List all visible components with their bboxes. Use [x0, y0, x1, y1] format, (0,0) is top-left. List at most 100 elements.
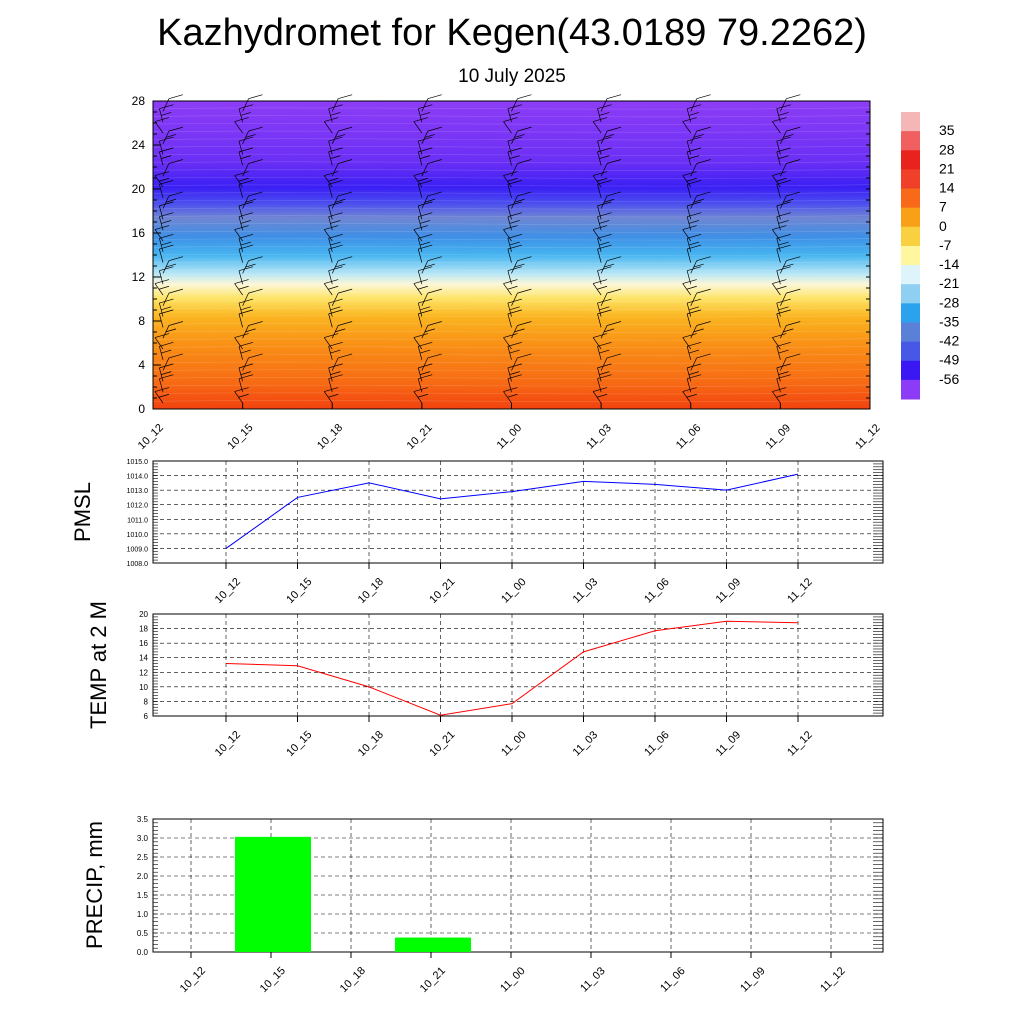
- contour-line: [152, 284, 871, 287]
- wind-barb: [242, 159, 263, 177]
- contour-line: [152, 369, 871, 372]
- x-tick-label: 11_09: [738, 965, 768, 995]
- contour-line: [152, 176, 871, 179]
- contour-line: [152, 169, 871, 172]
- contour-line: [152, 230, 871, 233]
- wind-barb: [686, 363, 702, 382]
- wind-barb: [242, 191, 263, 209]
- wind-barb: [238, 104, 254, 123]
- wind-barb: [328, 233, 343, 252]
- colorbar-label: 0: [939, 218, 947, 234]
- wind-barb: [328, 147, 343, 166]
- y-axis-label: PRECIP, mm: [82, 821, 107, 949]
- colorbar-label: -56: [939, 371, 959, 387]
- wind-barb: [686, 298, 702, 317]
- wind-barb: [776, 298, 791, 317]
- x-tick-label: 10_12: [178, 965, 208, 995]
- contour-line: [152, 138, 871, 141]
- wind-barb: [413, 171, 428, 188]
- colorbar-swatch: [901, 322, 920, 343]
- x-tick-label: 11_03: [578, 965, 608, 995]
- contour-line: [152, 376, 871, 379]
- wind-barb: [417, 266, 433, 285]
- wind-barb: [421, 191, 442, 209]
- y-tick-label: 24: [132, 138, 146, 152]
- wind-barb: [417, 201, 433, 220]
- wind-barb: [507, 309, 522, 328]
- x-tick-label: 10_15: [225, 422, 255, 452]
- wind-barb: [417, 374, 433, 393]
- y-tick-label: 1011.0: [127, 517, 148, 524]
- y-tick-label: 16: [139, 639, 148, 648]
- wind-barb: [503, 333, 518, 350]
- colorbar-label: 14: [939, 180, 955, 196]
- wind-barb: [417, 244, 433, 263]
- colorbar-label: 21: [939, 160, 955, 176]
- y-tick-label: 2.0: [137, 872, 149, 881]
- wind-barb: [776, 104, 791, 123]
- wind-barb: [511, 159, 532, 177]
- colorbar-swatch: [901, 379, 920, 400]
- wind-barb: [421, 94, 442, 112]
- wind-barb: [417, 212, 433, 231]
- panel-frame: [152, 818, 884, 953]
- wind-barb: [328, 179, 343, 198]
- wind-barb: [597, 201, 612, 220]
- wind-barb: [421, 126, 442, 144]
- colorbar-swatch: [901, 265, 920, 285]
- wind-barb: [328, 298, 343, 317]
- wind-barb: [597, 266, 612, 285]
- wind-barb: [421, 288, 442, 306]
- contour-line: [152, 269, 871, 272]
- wind-barb: [328, 212, 343, 231]
- wind-barb: [328, 104, 343, 123]
- wind-barb: [600, 321, 622, 339]
- wind-barb: [238, 147, 254, 166]
- wind-barb: [511, 321, 532, 339]
- y-tick-label: 0.0: [137, 948, 149, 957]
- wind-barb: [597, 147, 612, 166]
- wind-barb: [159, 298, 174, 317]
- wind-barb: [238, 212, 254, 231]
- x-tick-label: 10_18: [338, 965, 368, 995]
- wind-barb: [238, 136, 254, 155]
- x-tick-label: 10_15: [284, 576, 314, 606]
- wind-barb: [238, 363, 254, 382]
- wind-barb: [421, 256, 442, 274]
- wind-barb: [162, 126, 184, 144]
- wind-barb: [592, 171, 608, 188]
- x-tick-label: 11_12: [853, 422, 883, 452]
- precip-bar: [235, 836, 311, 952]
- x-tick-label: 10_12: [213, 576, 243, 606]
- wind-barb: [507, 266, 522, 285]
- wind-barb: [690, 126, 711, 144]
- precip-bar: [395, 937, 471, 952]
- wind-barb: [597, 341, 612, 360]
- y-tick-label: 20: [132, 182, 146, 196]
- y-tick-label: 28: [132, 94, 146, 108]
- contour-line: [152, 384, 871, 387]
- wind-barb: [507, 298, 522, 317]
- wind-barb: [154, 333, 170, 350]
- wind-barb: [600, 126, 622, 144]
- y-axis-label: PMSL: [70, 482, 95, 542]
- colorbar-label: -28: [939, 294, 959, 310]
- wind-barb: [238, 179, 254, 198]
- y-tick-label: 1014.0: [127, 474, 149, 481]
- x-tick-label: 10_21: [427, 729, 457, 759]
- wind-barb: [421, 321, 442, 339]
- x-tick-label: 10_15: [284, 729, 314, 759]
- colorbar-swatch: [901, 284, 920, 304]
- y-tick-label: 1010.0: [127, 532, 149, 539]
- wind-barb: [323, 171, 339, 188]
- wind-barb: [776, 201, 791, 220]
- wind-barb: [776, 179, 791, 198]
- colorbar-swatch: [901, 169, 920, 190]
- wind-barb: [682, 171, 697, 188]
- x-tick-label: 10_21: [405, 422, 435, 452]
- wind-barb: [159, 244, 174, 263]
- wind-barb: [780, 126, 801, 144]
- wind-barb: [686, 104, 702, 123]
- x-tick-label: 11_00: [498, 965, 528, 995]
- wind-barb: [776, 212, 791, 231]
